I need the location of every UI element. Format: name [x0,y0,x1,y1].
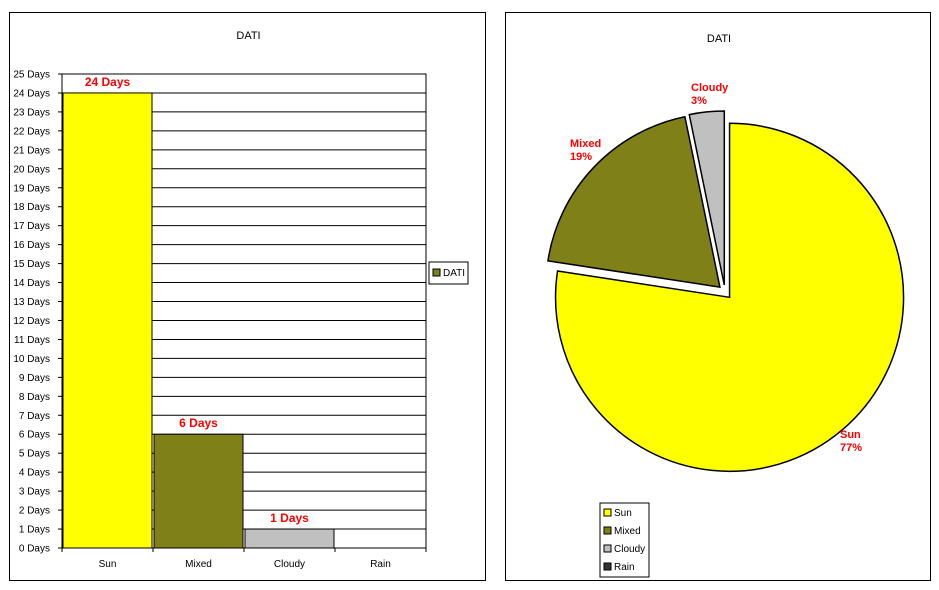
pie-slice-label: Sun [840,429,861,441]
y-tick-label: 17 Days [13,221,50,232]
x-tick-label: Mixed [185,559,212,570]
y-tick-label: 13 Days [13,297,50,308]
legend-swatch [432,268,441,277]
pie-slice-percent: 77% [840,442,862,454]
y-tick-label: 16 Days [13,240,50,251]
y-tick-label: 19 Days [13,183,50,194]
y-tick-label: 22 Days [13,126,50,137]
legend-swatch [603,562,612,571]
legend-swatch [603,508,612,517]
bar-chart-panel: DATI 0 Days 1 Days 2 Days 3 Days 4 Days 5 Day… [9,12,486,581]
y-tick-label: 12 Days [13,316,50,327]
pie-slice-label: Cloudy [691,82,729,94]
y-tick-label: 6 Days [19,430,50,441]
y-tick-label: 0 Days [19,544,50,555]
x-tick-label: Cloudy [274,559,305,570]
y-tick-label: 25 Days [13,70,50,81]
pie-slice [547,115,721,289]
pie-chart-panel: DATI Sun 77% Mixed 19% Cloudy 3% Sun Mixed Cloud… [505,12,931,581]
pie-slice [688,110,726,286]
bar-data-label: 24 Days [85,75,131,89]
y-tick-label: 18 Days [13,202,50,213]
y-tick-label: 10 Days [13,354,50,365]
y-tick-label: 24 Days [13,88,50,99]
legend-swatch [603,526,612,535]
bar-chart-svg: 0 Days 1 Days 2 Days 3 Days 4 Days 5 Days 6 Da… [13,70,469,570]
pie-chart-title: DATI [706,33,732,45]
y-tick-label: 8 Days [19,392,50,403]
y-tick-label: 11 Days [14,335,50,346]
x-tick-label: Sun [99,559,117,570]
y-tick-label: 7 Days [19,411,50,422]
legend-label: Sun [614,508,632,519]
pie-slice [554,122,905,473]
pie-slice-percent: 19% [570,151,592,163]
y-tick-label: 1 Days [19,525,50,536]
y-tick-label: 2 Days [19,506,50,517]
y-tick-label: 20 Days [13,164,50,175]
y-tick-label: 14 Days [13,278,50,289]
bar-data-label: 6 Days [179,416,218,430]
legend-label: Mixed [614,526,641,537]
x-tick-label: Rain [370,559,391,570]
bar-chart-title: DATI [236,30,261,42]
pie-slice-label: Mixed [570,138,601,150]
y-tick-label: 21 Days [13,145,50,156]
legend-label: Rain [614,562,635,573]
legend-label: DATI [443,268,465,279]
legend-swatch [603,544,612,553]
y-tick-label: 15 Days [13,259,50,270]
legend-box [428,261,469,285]
y-tick-label: 5 Days [19,449,50,460]
legend-label: Cloudy [614,544,645,555]
y-tick-label: 23 Days [13,107,50,118]
y-tick-label: 9 Days [19,373,50,384]
y-tick-label: 4 Days [19,468,50,479]
bar [244,528,335,549]
pie-slice-percent: 3% [691,95,707,107]
bar-data-label: 1 Days [270,511,309,525]
bar [62,92,153,549]
bar [153,433,244,549]
y-tick-label: 3 Days [19,487,50,498]
